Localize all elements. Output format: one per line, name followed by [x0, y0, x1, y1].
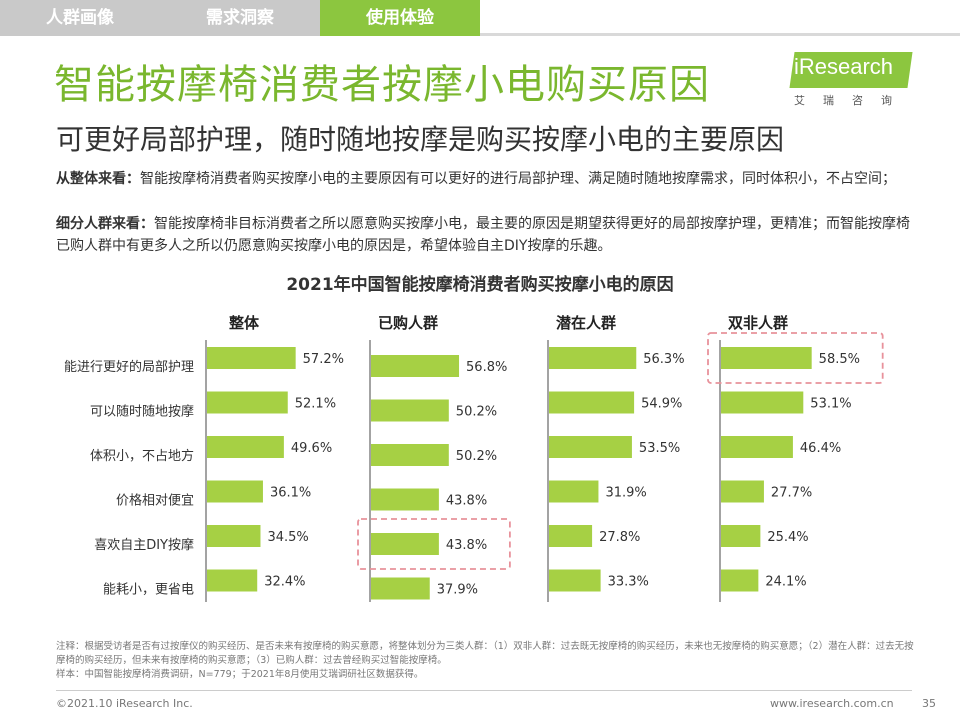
bar: [371, 444, 449, 466]
bar: [371, 399, 449, 422]
bar: [721, 525, 761, 547]
bar-value-label: 32.4%: [264, 575, 305, 590]
bar: [549, 569, 601, 592]
bar: [721, 436, 793, 458]
bar-value-label: 56.8%: [466, 360, 507, 375]
logo-brand-text: iResearch: [794, 54, 894, 79]
tab-bar-divider: [480, 0, 960, 36]
bar: [371, 533, 439, 555]
logo-sub-text: 艾瑞咨询: [794, 94, 910, 107]
description-overall: 从整体来看：智能按摩椅消费者购买按摩小电的主要原因有可以更好的进行局部护理、满足…: [56, 168, 916, 190]
bar-value-label: 57.2%: [303, 352, 344, 367]
tab-demand-insight[interactable]: 需求洞察: [160, 0, 320, 36]
bar: [207, 525, 261, 547]
bar-value-label: 43.8%: [446, 494, 487, 509]
bar-value-label: 58.5%: [819, 352, 860, 367]
bar: [207, 480, 263, 503]
footnote-line-2: 样本：中国智能按摩椅消费调研，N=779；于2021年8月使用艾瑞调研社区数据获…: [56, 669, 424, 680]
bar: [207, 391, 288, 414]
bar: [721, 347, 812, 369]
bar-value-label: 50.2%: [456, 449, 497, 464]
page-number: 35: [922, 697, 936, 710]
category-label: 可以随时随地按摩: [90, 404, 194, 420]
bar-value-label: 36.1%: [270, 486, 311, 501]
bar-value-label: 46.4%: [800, 441, 841, 456]
bar-value-label: 31.9%: [605, 486, 646, 501]
category-label: 价格相对便宜: [116, 493, 194, 509]
bar-value-label: 53.5%: [639, 441, 680, 456]
description-segments: 细分人群来看：智能按摩椅非目标消费者之所以愿意购买按摩小电，最主要的原因是期望获…: [56, 213, 916, 257]
bar: [549, 436, 632, 458]
bar: [549, 480, 599, 503]
bar: [207, 436, 284, 458]
footnote-line-1: 注释：根据受访者是否有过按摩仪的购买经历、是否未来有按摩椅的购买意愿，将整体划分…: [56, 641, 914, 666]
footnotes: 注释：根据受访者是否有过按摩仪的购买经历、是否未来有按摩椅的购买意愿，将整体划分…: [56, 640, 916, 682]
bar: [371, 355, 460, 377]
bar-value-label: 25.4%: [767, 530, 808, 545]
page-subtitle: 可更好局部护理，随时随地按摩是购买按摩小电的主要原因: [56, 123, 785, 156]
bar-value-label: 54.9%: [641, 397, 682, 412]
bar-chart: 能进行更好的局部护理可以随时随地按摩体积小，不占地方价格相对便宜喜欢自主DIY按…: [64, 314, 884, 602]
bar-value-label: 24.1%: [765, 575, 806, 590]
tab-usage-experience[interactable]: 使用体验: [320, 0, 480, 36]
series-header: 已购人群: [378, 314, 438, 332]
page-title: 智能按摩椅消费者按摩小电购买原因: [54, 62, 710, 108]
description-overall-label: 从整体来看：: [56, 171, 140, 187]
bar-value-label: 27.8%: [599, 530, 640, 545]
bar: [721, 391, 804, 414]
footer-copyright: ©2021.10 iResearch Inc.: [56, 697, 193, 710]
bar-value-label: 50.2%: [456, 405, 497, 420]
bar: [207, 347, 296, 369]
bar-value-label: 43.8%: [446, 538, 487, 553]
category-label: 能耗小，更省电: [103, 583, 194, 598]
bar: [549, 391, 635, 414]
bar: [207, 569, 258, 592]
tab-user-profile[interactable]: 人群画像: [0, 0, 160, 36]
category-label: 体积小，不占地方: [90, 448, 194, 464]
category-label: 喜欢自主DIY按摩: [94, 537, 194, 553]
bar: [721, 480, 764, 503]
bar-value-label: 37.9%: [437, 583, 478, 598]
series-header: 整体: [229, 314, 260, 332]
bar: [721, 569, 759, 592]
bar-value-label: 56.3%: [643, 352, 684, 367]
top-tab-bar: 人群画像 需求洞察 使用体验: [0, 0, 960, 36]
footer-website: www.iresearch.com.cn: [770, 697, 894, 710]
bar-value-label: 34.5%: [267, 530, 308, 545]
bar: [549, 347, 637, 369]
highlight-box: [707, 332, 884, 384]
description-segments-label: 细分人群来看：: [56, 216, 154, 232]
iresearch-logo: iResearch 艾瑞咨询: [784, 52, 914, 108]
bar-value-label: 49.6%: [291, 441, 332, 456]
description-segments-text: 智能按摩椅非目标消费者之所以愿意购买按摩小电，最主要的原因是期望获得更好的局部按…: [56, 216, 910, 254]
bar-value-label: 33.3%: [608, 575, 649, 590]
description-overall-text: 智能按摩椅消费者购买按摩小电的主要原因有可以更好的进行局部护理、满足随时随地按摩…: [140, 171, 896, 187]
bar-value-label: 27.7%: [771, 486, 812, 501]
series-header: 双非人群: [728, 314, 788, 332]
category-label: 能进行更好的局部护理: [64, 359, 194, 375]
series-header: 潜在人群: [556, 314, 616, 332]
chart-title: 2021年中国智能按摩椅消费者购买按摩小电的原因: [286, 275, 674, 295]
bar: [371, 488, 439, 511]
bar-value-label: 53.1%: [810, 397, 851, 412]
highlight-box: [357, 518, 511, 570]
footer-divider: [56, 690, 912, 691]
bar-value-label: 52.1%: [295, 397, 336, 412]
bar: [549, 525, 593, 547]
bar: [371, 577, 430, 600]
